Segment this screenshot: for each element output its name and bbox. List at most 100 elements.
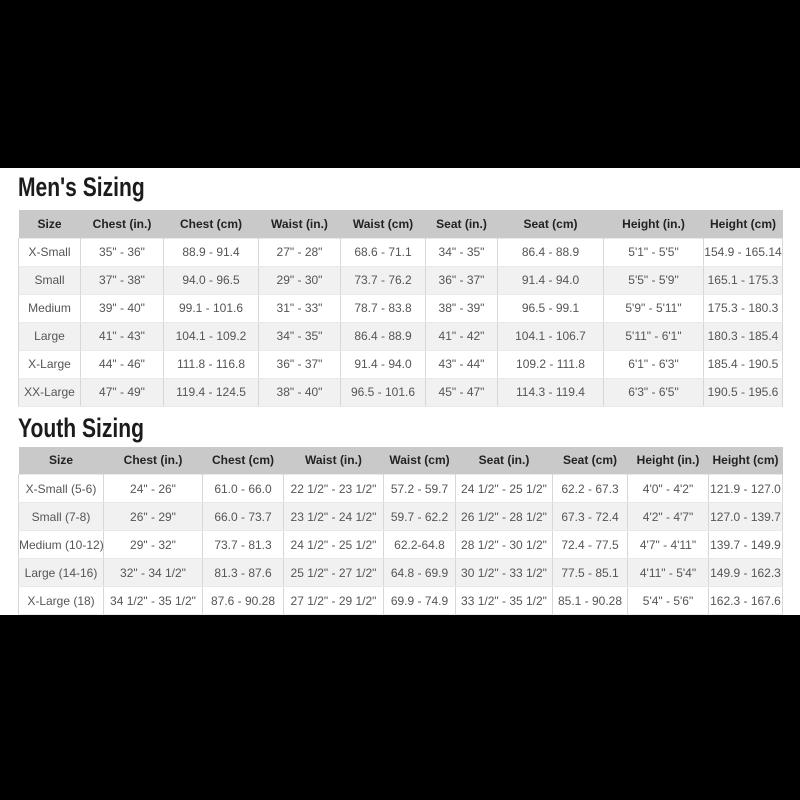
value-cell: 180.3 - 185.4 <box>703 321 783 351</box>
column-header: Chest (cm) <box>202 446 284 475</box>
value-cell: 91.4 - 94.0 <box>497 265 604 295</box>
value-cell: 5'4" - 5'6" <box>627 586 709 615</box>
value-cell: 85.1 - 90.28 <box>552 586 628 615</box>
value-cell: 47" - 49" <box>80 377 164 407</box>
column-header: Height (cm) <box>708 446 783 475</box>
value-cell: 24 1/2" - 25 1/2" <box>455 474 553 503</box>
mens-sizing-title: Men's Sizing <box>18 172 145 202</box>
value-cell: 111.8 - 116.8 <box>163 349 259 379</box>
size-cell: X-Large (18) <box>18 586 104 615</box>
value-cell: 45" - 47" <box>425 377 498 407</box>
value-cell: 39" - 40" <box>80 293 164 323</box>
value-cell: 32" - 34 1/2" <box>103 558 203 587</box>
value-cell: 34 1/2" - 35 1/2" <box>103 586 203 615</box>
youth-sizing-title: Youth Sizing <box>18 412 144 443</box>
value-cell: 162.3 - 167.6 <box>708 586 783 615</box>
table-row: XX-Large 47" - 49" 119.4 - 124.5 38" - 40" 9… <box>18 377 783 407</box>
column-header: Waist (in.) <box>258 210 341 238</box>
value-cell: 121.9 - 127.0 <box>708 474 783 503</box>
value-cell: 41" - 42" <box>425 321 498 351</box>
value-cell: 4'7" - 4'11" <box>627 530 709 559</box>
size-cell: X-Small <box>18 237 81 267</box>
column-header: Seat (in.) <box>425 210 498 238</box>
value-cell: 64.8 - 69.9 <box>383 558 456 587</box>
value-cell: 87.6 - 90.28 <box>202 586 284 615</box>
value-cell: 26" - 29" <box>103 502 203 531</box>
value-cell: 73.7 - 76.2 <box>340 265 426 295</box>
value-cell: 165.1 - 175.3 <box>703 265 783 295</box>
value-cell: 96.5 - 99.1 <box>497 293 604 323</box>
value-cell: 99.1 - 101.6 <box>163 293 259 323</box>
value-cell: 91.4 - 94.0 <box>340 349 426 379</box>
size-cell: Medium <box>18 293 81 323</box>
value-cell: 36" - 37" <box>425 265 498 295</box>
value-cell: 27 1/2" - 29 1/2" <box>283 586 384 615</box>
size-cell: Medium (10-12) <box>18 530 104 559</box>
value-cell: 34" - 35" <box>425 237 498 267</box>
table-row: X-Large 44" - 46" 111.8 - 116.8 36" - 37" 91… <box>18 349 783 379</box>
value-cell: 4'2" - 4'7" <box>627 502 709 531</box>
value-cell: 23 1/2" - 24 1/2" <box>283 502 384 531</box>
column-header: Height (in.) <box>627 446 709 475</box>
table-row: Large (14-16) 32" - 34 1/2" 81.3 - 87.6 25 … <box>18 558 783 587</box>
size-cell: X-Small (5-6) <box>18 474 104 503</box>
value-cell: 69.9 - 74.9 <box>383 586 456 615</box>
column-header: Size <box>18 210 81 238</box>
value-cell: 43" - 44" <box>425 349 498 379</box>
value-cell: 4'0" - 4'2" <box>627 474 709 503</box>
value-cell: 119.4 - 124.5 <box>163 377 259 407</box>
column-header: Height (cm) <box>703 210 783 238</box>
column-header: Seat (cm) <box>552 446 628 475</box>
value-cell: 5'11" - 6'1" <box>603 321 704 351</box>
value-cell: 114.3 - 119.4 <box>497 377 604 407</box>
size-cell: Large <box>18 321 81 351</box>
value-cell: 29" - 32" <box>103 530 203 559</box>
table-row: X-Large (18) 34 1/2" - 35 1/2" 87.6 - 90.2… <box>18 586 783 615</box>
table-row: X-Small (5-6) 24" - 26" 61.0 - 66.0 22 1/2"… <box>18 474 783 503</box>
header-row: Size Chest (in.) Chest (cm) Waist (in.) Wais… <box>18 210 783 238</box>
table-row: Large 41" - 43" 104.1 - 109.2 34" - 35" 86.4… <box>18 321 783 351</box>
value-cell: 86.4 - 88.9 <box>340 321 426 351</box>
value-cell: 5'1" - 5'5" <box>603 237 704 267</box>
value-cell: 67.3 - 72.4 <box>552 502 628 531</box>
value-cell: 149.9 - 162.3 <box>708 558 783 587</box>
size-cell: Large (14-16) <box>18 558 104 587</box>
column-header: Chest (in.) <box>103 446 203 475</box>
value-cell: 41" - 43" <box>80 321 164 351</box>
value-cell: 5'5" - 5'9" <box>603 265 704 295</box>
column-header: Chest (in.) <box>80 210 164 238</box>
value-cell: 31" - 33" <box>258 293 341 323</box>
value-cell: 62.2 - 67.3 <box>552 474 628 503</box>
value-cell: 25 1/2" - 27 1/2" <box>283 558 384 587</box>
top-black-band <box>0 0 800 168</box>
youth-sizing-table: Size Chest (in.) Chest (cm) Waist (in.) Wais… <box>18 446 783 615</box>
value-cell: 96.5 - 101.6 <box>340 377 426 407</box>
value-cell: 104.1 - 109.2 <box>163 321 259 351</box>
value-cell: 44" - 46" <box>80 349 164 379</box>
value-cell: 4'11" - 5'4" <box>627 558 709 587</box>
value-cell: 139.7 - 149.9 <box>708 530 783 559</box>
column-header: Seat (in.) <box>455 446 553 475</box>
value-cell: 109.2 - 111.8 <box>497 349 604 379</box>
value-cell: 26 1/2" - 28 1/2" <box>455 502 553 531</box>
value-cell: 190.5 - 195.6 <box>703 377 783 407</box>
mens-sizing-table: Size Chest (in.) Chest (cm) Waist (in.) Wais… <box>18 210 783 407</box>
value-cell: 24" - 26" <box>103 474 203 503</box>
value-cell: 72.4 - 77.5 <box>552 530 628 559</box>
table-row: Medium (10-12) 29" - 32" 73.7 - 81.3 24 1/2… <box>18 530 783 559</box>
column-header: Seat (cm) <box>497 210 604 238</box>
value-cell: 57.2 - 59.7 <box>383 474 456 503</box>
value-cell: 88.9 - 91.4 <box>163 237 259 267</box>
value-cell: 78.7 - 83.8 <box>340 293 426 323</box>
table-row: Medium 39" - 40" 99.1 - 101.6 31" - 33" 78.7… <box>18 293 783 323</box>
value-cell: 37" - 38" <box>80 265 164 295</box>
value-cell: 77.5 - 85.1 <box>552 558 628 587</box>
value-cell: 68.6 - 71.1 <box>340 237 426 267</box>
value-cell: 104.1 - 106.7 <box>497 321 604 351</box>
value-cell: 6'3" - 6'5" <box>603 377 704 407</box>
table-row: Small (7-8) 26" - 29" 66.0 - 73.7 23 1/2" -… <box>18 502 783 531</box>
value-cell: 38" - 40" <box>258 377 341 407</box>
value-cell: 185.4 - 190.5 <box>703 349 783 379</box>
table-row: Small 37" - 38" 94.0 - 96.5 29" - 30" 73.7 -… <box>18 265 783 295</box>
value-cell: 59.7 - 62.2 <box>383 502 456 531</box>
